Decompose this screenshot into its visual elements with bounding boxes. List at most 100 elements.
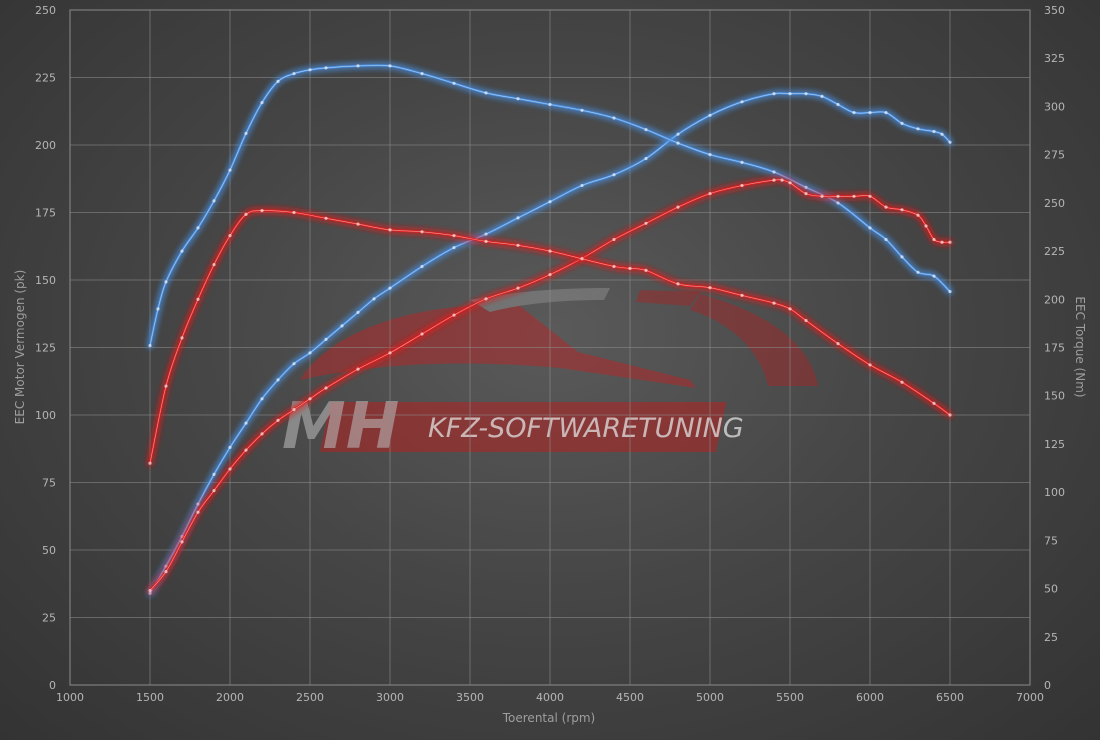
- data-point: [852, 111, 856, 115]
- data-point: [308, 68, 312, 72]
- data-point: [644, 221, 648, 225]
- chart-series: [147, 62, 953, 597]
- data-point: [676, 282, 680, 286]
- data-point: [180, 540, 184, 544]
- x-tick-label: 6500: [936, 691, 964, 704]
- data-point: [196, 297, 200, 301]
- data-point: [148, 344, 152, 348]
- data-point: [292, 210, 296, 215]
- data-point: [228, 467, 232, 471]
- x-tick-label: 2500: [296, 691, 324, 704]
- y-right-tick-label: 225: [1044, 245, 1065, 258]
- data-point: [900, 208, 904, 212]
- y-left-tick-label: 75: [42, 477, 56, 490]
- data-point: [180, 336, 184, 340]
- data-point: [292, 408, 296, 412]
- y-right-tick-label: 50: [1044, 583, 1058, 596]
- data-point: [180, 249, 184, 253]
- data-point: [372, 297, 376, 301]
- data-point: [916, 127, 920, 131]
- data-point: [212, 263, 216, 267]
- data-point: [932, 237, 936, 242]
- data-point: [196, 226, 200, 230]
- data-point: [772, 178, 776, 182]
- data-point: [148, 461, 152, 465]
- data-point: [612, 264, 616, 269]
- data-point: [164, 280, 168, 284]
- data-point: [276, 418, 280, 422]
- series-highlight: [149, 92, 951, 594]
- data-point: [900, 121, 904, 125]
- data-point: [260, 209, 264, 213]
- y-left-tick-label: 225: [35, 72, 56, 85]
- data-point: [868, 226, 872, 230]
- data-point: [228, 234, 232, 238]
- data-point: [612, 173, 616, 177]
- data-point: [260, 397, 264, 401]
- data-point: [196, 510, 200, 514]
- data-point: [580, 108, 584, 112]
- data-point: [820, 194, 824, 198]
- y-left-tick-label: 125: [35, 342, 56, 355]
- data-point: [676, 132, 680, 136]
- y-left-axis-title: EEC Motor Vermogen (pk): [13, 270, 27, 425]
- data-point: [900, 255, 904, 259]
- x-axis-title: Toerental (rpm): [502, 711, 595, 725]
- data-point: [948, 140, 952, 144]
- data-point: [420, 72, 424, 76]
- data-point: [708, 192, 712, 196]
- data-point: [452, 313, 456, 317]
- y-left-tick-label: 200: [35, 139, 56, 152]
- watermark-mark-text: MH: [282, 390, 399, 464]
- data-point: [780, 178, 784, 182]
- data-point: [212, 489, 216, 493]
- data-point: [452, 246, 456, 250]
- data-point: [164, 570, 168, 574]
- y-right-tick-label: 200: [1044, 293, 1065, 306]
- data-point: [580, 257, 584, 261]
- data-point: [516, 243, 520, 247]
- data-point: [948, 413, 952, 417]
- data-point: [260, 432, 264, 436]
- data-point: [516, 286, 520, 290]
- data-point: [484, 91, 488, 95]
- data-point: [644, 156, 648, 161]
- data-point: [932, 401, 936, 405]
- series-highlight: [149, 179, 951, 591]
- data-point: [420, 332, 424, 336]
- data-point: [548, 249, 552, 253]
- y-right-tick-label: 125: [1044, 438, 1065, 451]
- data-point: [244, 212, 248, 216]
- y-right-tick-label: 0: [1044, 679, 1051, 692]
- data-point: [676, 205, 680, 209]
- data-point: [628, 266, 632, 270]
- y-right-axis-title: EEC Torque (Nm): [1073, 296, 1087, 397]
- data-point: [708, 286, 712, 290]
- data-point: [452, 234, 456, 238]
- data-point: [612, 237, 616, 242]
- data-point: [244, 131, 248, 135]
- y-right-tick-label: 25: [1044, 631, 1058, 644]
- data-point: [356, 367, 360, 371]
- x-tick-label: 4000: [536, 691, 564, 704]
- data-point: [228, 168, 232, 172]
- data-point: [836, 102, 840, 107]
- series-torque-blue: [147, 62, 953, 349]
- data-point: [388, 286, 392, 290]
- data-point: [292, 362, 296, 366]
- data-point: [788, 181, 792, 185]
- data-point: [228, 445, 232, 449]
- data-point: [932, 129, 936, 134]
- y-right-tick-label: 150: [1044, 390, 1065, 403]
- y-right-tick-label: 300: [1044, 100, 1065, 113]
- x-tick-label: 6000: [856, 691, 884, 704]
- data-point: [164, 384, 168, 388]
- data-point: [708, 153, 712, 157]
- brand-banner-graphic: [319, 402, 727, 452]
- data-point: [276, 79, 280, 83]
- data-point: [260, 101, 264, 105]
- data-point: [356, 222, 360, 226]
- data-point: [740, 293, 744, 297]
- data-point: [740, 183, 744, 188]
- x-tick-label: 5500: [776, 691, 804, 704]
